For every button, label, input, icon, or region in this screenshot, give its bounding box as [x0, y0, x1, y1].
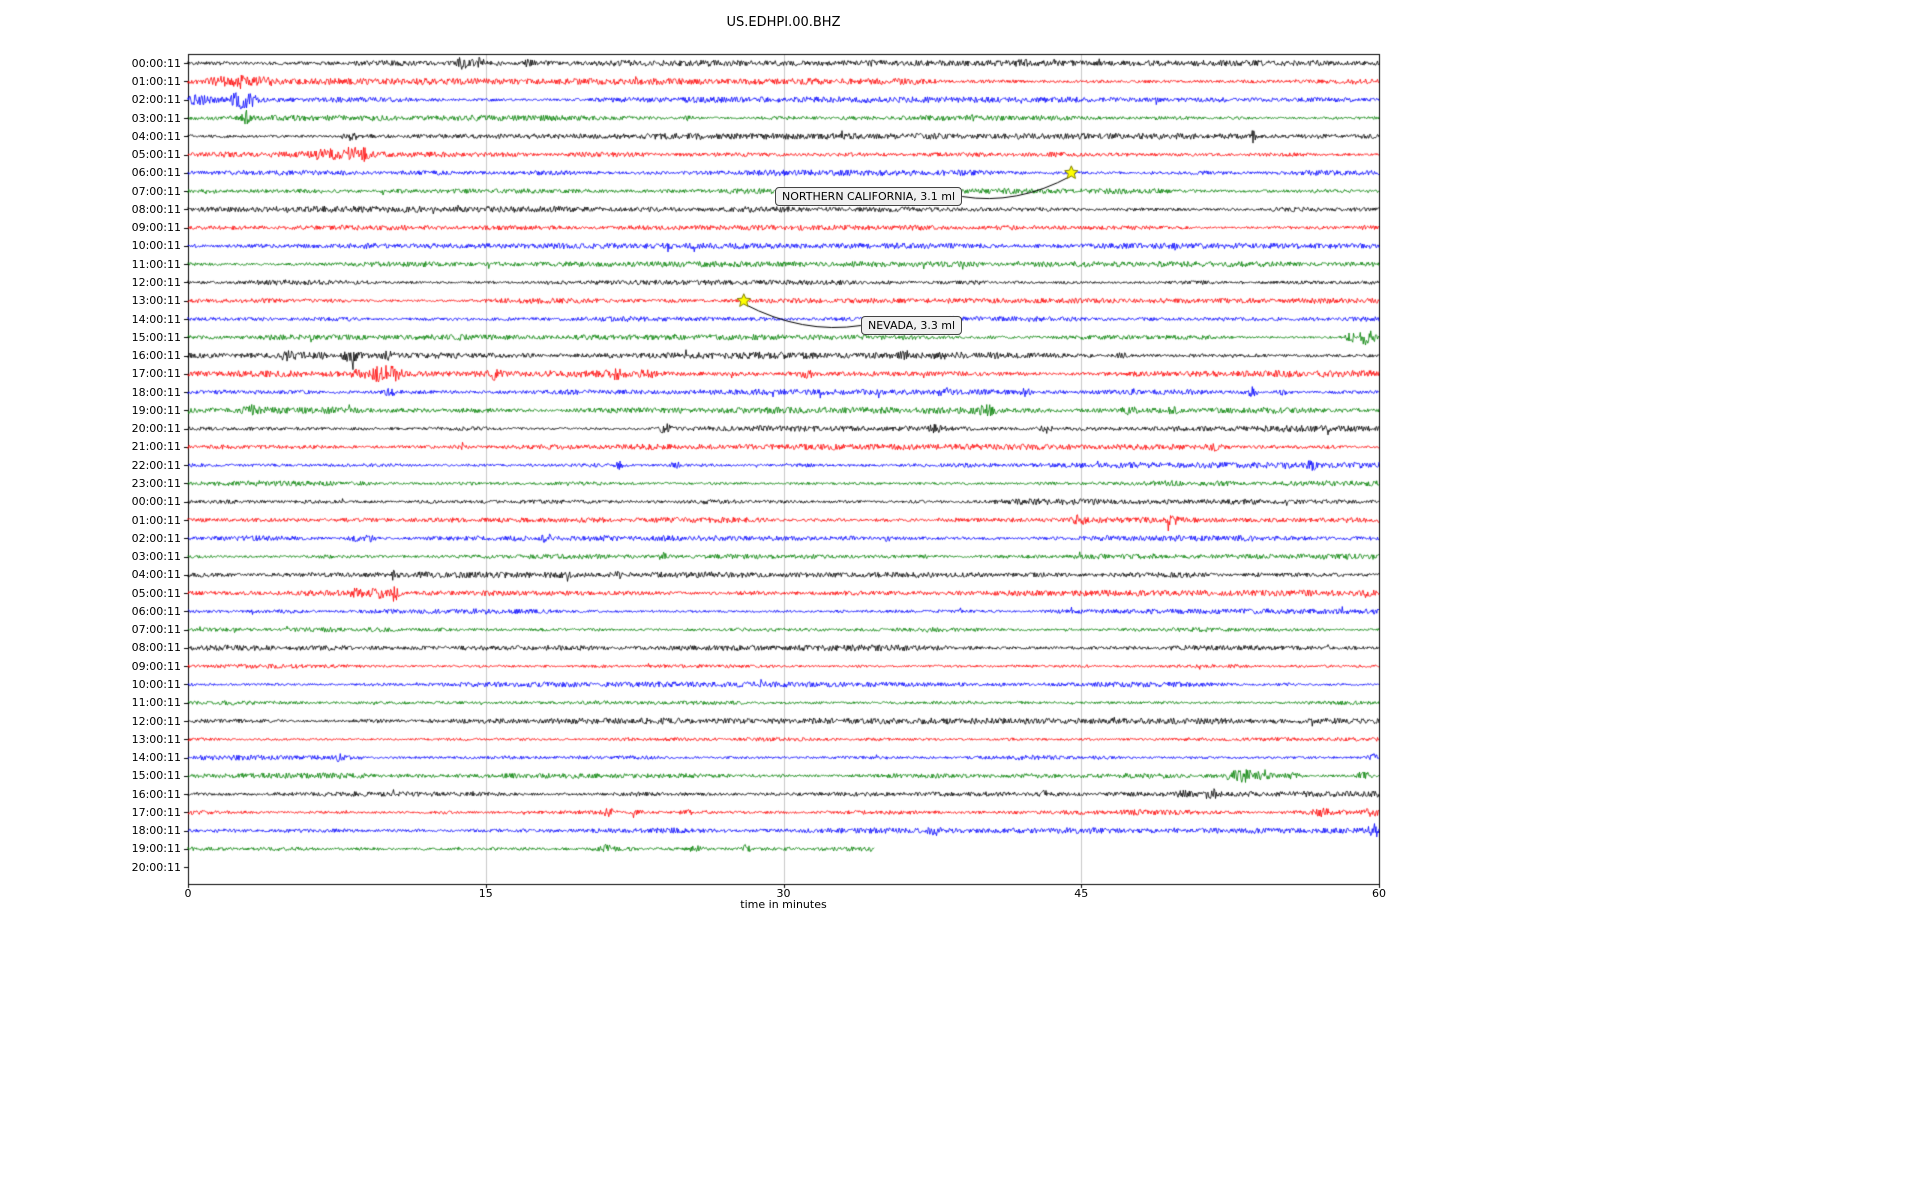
x-axis-title: time in minutes	[740, 898, 827, 911]
y-axis-label: 11:00:11	[131, 696, 181, 710]
y-axis-label: 10:00:11	[131, 239, 181, 253]
x-axis-tick-label: 0	[184, 887, 192, 900]
y-axis-label: 17:00:11	[131, 805, 181, 819]
y-axis-label: 18:00:11	[131, 824, 181, 838]
y-axis-label: 09:00:11	[131, 659, 181, 673]
y-axis-label: 00:00:11	[131, 495, 181, 509]
x-axis-tick-label: 45	[1074, 887, 1089, 900]
y-axis-label: 20:00:11	[131, 860, 181, 874]
y-axis-label: 11:00:11	[131, 257, 181, 271]
y-axis-label: 16:00:11	[131, 349, 181, 363]
y-axis-label: 14:00:11	[131, 751, 181, 765]
y-axis-label: 18:00:11	[131, 385, 181, 399]
event-annotation: NORTHERN CALIFORNIA, 3.1 ml	[775, 187, 962, 206]
y-axis-label: 08:00:11	[131, 202, 181, 216]
y-axis-label: 05:00:11	[131, 148, 181, 162]
y-axis-label: 04:00:11	[131, 129, 181, 143]
y-axis-label: 01:00:11	[131, 74, 181, 88]
y-axis-label: 03:00:11	[131, 550, 181, 564]
x-axis-tick-label: 15	[478, 887, 493, 900]
y-axis-label: 19:00:11	[131, 403, 181, 417]
y-axis-label: 06:00:11	[131, 166, 181, 180]
y-axis-label: 08:00:11	[131, 641, 181, 655]
x-axis-tick-label: 30	[776, 887, 791, 900]
y-axis-label: 02:00:11	[131, 93, 181, 107]
y-axis-label: 17:00:11	[131, 367, 181, 381]
y-axis-label: 14:00:11	[131, 312, 181, 326]
y-axis-label: 12:00:11	[131, 275, 181, 289]
y-axis-label: 22:00:11	[131, 458, 181, 472]
y-axis-label: 06:00:11	[131, 604, 181, 618]
y-axis-label: 23:00:11	[131, 476, 181, 490]
y-axis-label: 20:00:11	[131, 422, 181, 436]
y-axis-label: 02:00:11	[131, 531, 181, 545]
y-axis-label: 15:00:11	[131, 330, 181, 344]
event-annotation: NEVADA, 3.3 ml	[861, 316, 963, 335]
y-axis-label: 01:00:11	[131, 513, 181, 527]
y-axis-label: 12:00:11	[131, 714, 181, 728]
y-axis-label: 15:00:11	[131, 769, 181, 783]
y-axis-label: 04:00:11	[131, 568, 181, 582]
y-axis-label: 07:00:11	[131, 623, 181, 637]
y-axis-label: 10:00:11	[131, 677, 181, 691]
station-title: US.EDHPI.00.BHZ	[726, 15, 841, 30]
y-axis-label: 13:00:11	[131, 732, 181, 746]
y-axis-label: 19:00:11	[131, 842, 181, 856]
x-axis-tick-label: 60	[1372, 887, 1386, 900]
y-axis-label: 05:00:11	[131, 586, 181, 600]
y-axis-label: 09:00:11	[131, 221, 181, 235]
y-axis-label: 03:00:11	[131, 111, 181, 125]
y-axis-label: 21:00:11	[131, 440, 181, 454]
y-axis-label: 16:00:11	[131, 787, 181, 801]
y-axis-label: 00:00:11	[131, 56, 181, 70]
y-axis-label: 13:00:11	[131, 294, 181, 308]
y-axis-label: 07:00:11	[131, 184, 181, 198]
